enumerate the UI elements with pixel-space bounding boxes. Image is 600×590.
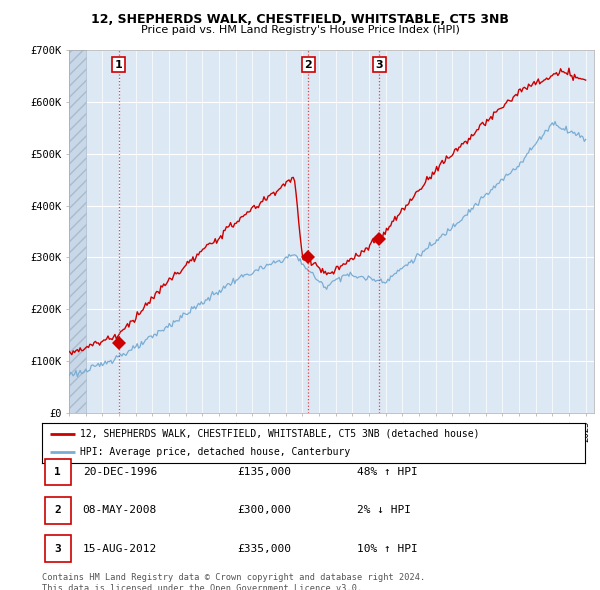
Text: HPI: Average price, detached house, Canterbury: HPI: Average price, detached house, Cant… xyxy=(80,447,350,457)
Text: £135,000: £135,000 xyxy=(238,467,292,477)
Text: £335,000: £335,000 xyxy=(238,544,292,553)
Text: 15-AUG-2012: 15-AUG-2012 xyxy=(83,544,157,553)
Text: 2: 2 xyxy=(304,60,312,70)
FancyBboxPatch shape xyxy=(45,497,71,524)
Text: 2% ↓ HPI: 2% ↓ HPI xyxy=(357,506,411,515)
Text: 3: 3 xyxy=(55,544,61,553)
Text: Price paid vs. HM Land Registry's House Price Index (HPI): Price paid vs. HM Land Registry's House … xyxy=(140,25,460,35)
Text: 1: 1 xyxy=(55,467,61,477)
Text: 48% ↑ HPI: 48% ↑ HPI xyxy=(357,467,418,477)
Text: 10% ↑ HPI: 10% ↑ HPI xyxy=(357,544,418,553)
Text: 1: 1 xyxy=(115,60,122,70)
Bar xyxy=(69,50,86,413)
Text: £300,000: £300,000 xyxy=(238,506,292,515)
Text: 20-DEC-1996: 20-DEC-1996 xyxy=(83,467,157,477)
FancyBboxPatch shape xyxy=(45,535,71,562)
Text: 12, SHEPHERDS WALK, CHESTFIELD, WHITSTABLE, CT5 3NB (detached house): 12, SHEPHERDS WALK, CHESTFIELD, WHITSTAB… xyxy=(80,429,479,439)
Text: 08-MAY-2008: 08-MAY-2008 xyxy=(83,506,157,515)
FancyBboxPatch shape xyxy=(45,458,71,486)
Text: 3: 3 xyxy=(376,60,383,70)
Text: 2: 2 xyxy=(55,506,61,515)
Text: Contains HM Land Registry data © Crown copyright and database right 2024.
This d: Contains HM Land Registry data © Crown c… xyxy=(42,573,425,590)
Text: 12, SHEPHERDS WALK, CHESTFIELD, WHITSTABLE, CT5 3NB: 12, SHEPHERDS WALK, CHESTFIELD, WHITSTAB… xyxy=(91,13,509,26)
